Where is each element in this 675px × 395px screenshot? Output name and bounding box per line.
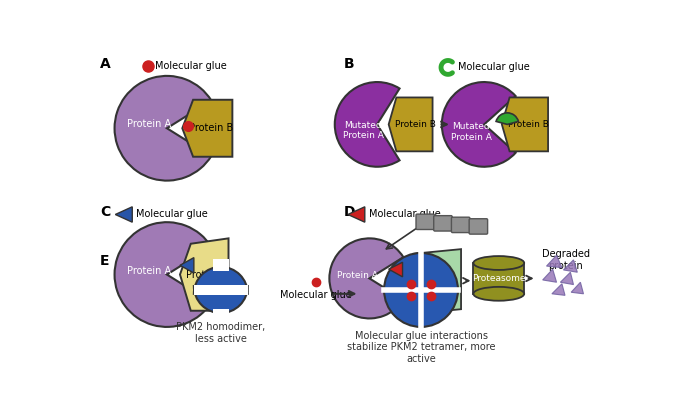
Text: Protein A: Protein A xyxy=(127,119,171,130)
Polygon shape xyxy=(552,284,565,295)
Polygon shape xyxy=(180,238,229,311)
Text: Ub: Ub xyxy=(437,219,450,228)
Wedge shape xyxy=(496,113,518,124)
Polygon shape xyxy=(180,258,194,273)
FancyBboxPatch shape xyxy=(469,219,487,234)
Text: Protein B: Protein B xyxy=(508,120,549,129)
FancyBboxPatch shape xyxy=(452,217,470,233)
Polygon shape xyxy=(560,272,574,284)
FancyBboxPatch shape xyxy=(434,216,452,231)
Text: Ub: Ub xyxy=(454,220,467,229)
Text: E3
ubiquitin
ligase: E3 ubiquitin ligase xyxy=(417,266,457,295)
Polygon shape xyxy=(413,249,461,314)
Wedge shape xyxy=(194,286,248,313)
Text: Mutated
Protein A: Mutated Protein A xyxy=(451,122,491,142)
Polygon shape xyxy=(502,98,548,151)
Wedge shape xyxy=(115,76,211,181)
Text: C: C xyxy=(100,205,110,219)
Text: PKM2 homodimer,
less active: PKM2 homodimer, less active xyxy=(176,322,265,344)
Text: Protein C: Protein C xyxy=(186,269,230,280)
Polygon shape xyxy=(547,255,562,268)
Wedge shape xyxy=(384,290,421,327)
Polygon shape xyxy=(182,100,232,157)
Polygon shape xyxy=(389,98,433,151)
Text: Proteasome: Proteasome xyxy=(472,274,526,283)
Text: E: E xyxy=(100,254,109,268)
Text: Mutated
Protein A: Mutated Protein A xyxy=(343,121,383,140)
Text: Protein A: Protein A xyxy=(337,271,377,280)
Polygon shape xyxy=(115,207,132,222)
Wedge shape xyxy=(329,238,404,318)
Bar xyxy=(213,309,229,321)
Wedge shape xyxy=(442,82,516,167)
Text: Molecular glue: Molecular glue xyxy=(458,62,530,72)
Wedge shape xyxy=(384,253,421,290)
Bar xyxy=(213,259,229,271)
Polygon shape xyxy=(348,207,364,222)
Wedge shape xyxy=(194,267,248,294)
Text: Protein B: Protein B xyxy=(395,120,436,129)
Ellipse shape xyxy=(473,256,524,270)
Text: Ub: Ub xyxy=(419,217,431,226)
Wedge shape xyxy=(115,222,211,327)
Text: Protein A: Protein A xyxy=(127,266,171,276)
Polygon shape xyxy=(543,269,556,282)
Text: Molecular glue interactions
stabilize PKM2 tetramer, more
active: Molecular glue interactions stabilize PK… xyxy=(347,331,495,364)
Polygon shape xyxy=(571,282,583,294)
Text: A: A xyxy=(100,56,111,71)
Text: Molecular glue: Molecular glue xyxy=(279,290,352,300)
Wedge shape xyxy=(421,253,458,290)
Wedge shape xyxy=(421,290,458,327)
FancyBboxPatch shape xyxy=(416,214,435,229)
Text: Molecular glue: Molecular glue xyxy=(155,61,227,71)
Text: Protein B: Protein B xyxy=(189,123,233,133)
Wedge shape xyxy=(335,82,400,167)
Text: B: B xyxy=(344,56,354,71)
Polygon shape xyxy=(389,262,402,277)
Text: Ub: Ub xyxy=(472,222,485,231)
Bar xyxy=(473,263,524,294)
Text: Molecular glue: Molecular glue xyxy=(136,209,208,220)
Text: Molecular glue: Molecular glue xyxy=(369,209,440,220)
Bar xyxy=(194,285,248,295)
Text: Degraded
protein: Degraded protein xyxy=(542,249,590,271)
Polygon shape xyxy=(564,260,577,272)
Text: D: D xyxy=(344,205,356,219)
Ellipse shape xyxy=(473,287,524,301)
